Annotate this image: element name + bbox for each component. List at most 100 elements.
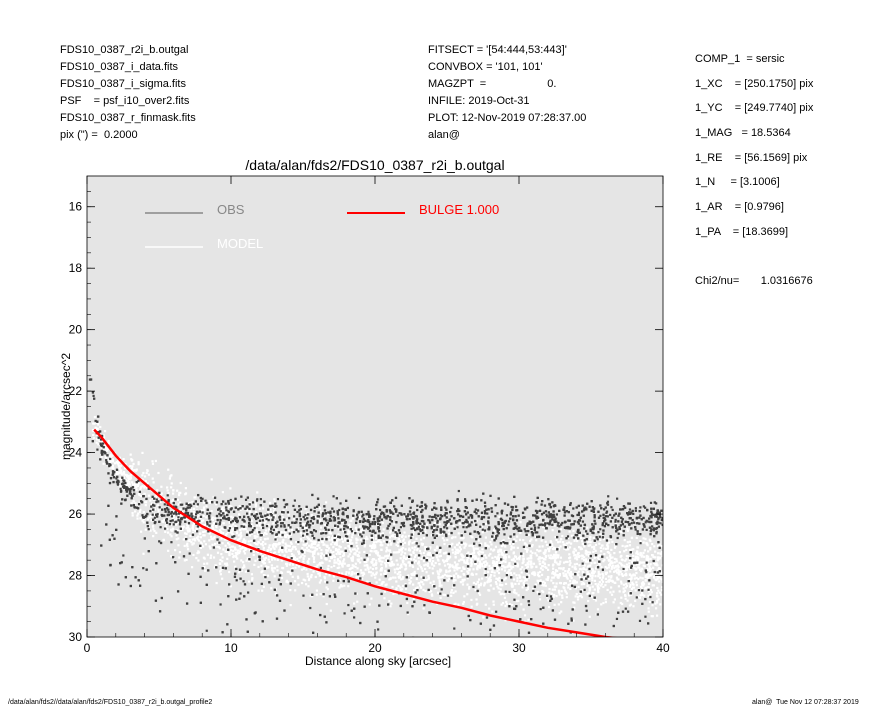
model-point	[513, 560, 517, 563]
model-point	[267, 523, 270, 527]
obs-point	[99, 438, 103, 441]
model-point	[336, 549, 339, 552]
model-point	[285, 550, 288, 553]
model-point	[401, 546, 405, 549]
model-point	[576, 553, 579, 556]
model-point	[186, 529, 189, 532]
model-point	[440, 569, 443, 572]
model-point	[310, 573, 313, 577]
model-point	[304, 507, 307, 510]
obs-point	[265, 517, 268, 521]
model-point	[504, 582, 508, 586]
obs-point	[235, 579, 238, 582]
model-point	[388, 564, 391, 567]
model-point	[471, 536, 474, 539]
model-point	[275, 529, 278, 532]
model-point	[392, 551, 396, 554]
model-point	[338, 552, 341, 555]
model-point	[371, 545, 374, 548]
model-point	[430, 554, 433, 557]
model-point	[514, 564, 517, 567]
obs-point	[549, 543, 552, 546]
model-point	[111, 458, 114, 461]
model-point	[331, 514, 334, 517]
model-point	[287, 544, 290, 547]
model-point	[436, 570, 439, 573]
model-point	[118, 456, 121, 459]
obs-point	[421, 528, 424, 532]
model-point	[151, 524, 155, 528]
model-point	[458, 511, 461, 514]
obs-point	[244, 498, 248, 501]
model-point	[552, 567, 555, 570]
model-point	[111, 466, 114, 470]
model-point	[273, 498, 276, 501]
model-point	[211, 516, 214, 519]
model-point	[307, 585, 310, 588]
model-point	[533, 573, 536, 576]
model-point	[226, 557, 229, 560]
obs-point	[339, 528, 342, 531]
model-point	[302, 557, 305, 561]
model-point	[358, 525, 362, 528]
model-point	[479, 584, 482, 587]
model-point	[532, 562, 536, 565]
model-point	[401, 577, 404, 580]
model-point	[549, 546, 552, 549]
model-point	[457, 551, 460, 554]
model-point	[127, 477, 130, 480]
model-point	[517, 594, 520, 597]
model-point	[613, 598, 616, 601]
model-point	[586, 526, 589, 529]
model-point	[651, 573, 654, 576]
model-point	[600, 566, 603, 569]
model-point	[626, 544, 629, 548]
model-point	[463, 595, 466, 598]
model-point	[541, 565, 545, 568]
model-point	[420, 567, 423, 570]
model-point	[475, 519, 478, 522]
model-point	[555, 594, 558, 598]
model-point	[581, 589, 584, 592]
model-point	[420, 525, 423, 528]
model-point	[341, 520, 344, 524]
model-point	[451, 548, 454, 551]
model-point	[224, 534, 227, 537]
model-point	[385, 546, 388, 549]
model-point	[551, 576, 554, 579]
obs-point	[379, 523, 382, 526]
model-point	[220, 521, 223, 525]
model-point	[494, 545, 498, 548]
obs-point	[465, 518, 468, 521]
model-point	[305, 535, 309, 538]
model-point	[567, 536, 570, 539]
obs-point	[540, 523, 543, 526]
model-point	[637, 566, 640, 569]
model-point	[385, 565, 388, 568]
model-point	[194, 518, 198, 521]
model-point	[551, 543, 554, 546]
model-point	[529, 561, 532, 564]
model-point	[527, 576, 530, 579]
model-point	[584, 575, 588, 578]
model-point	[323, 580, 327, 583]
model-point	[498, 548, 502, 551]
model-point	[551, 588, 554, 591]
model-point	[230, 545, 233, 548]
model-point	[174, 549, 177, 552]
model-point	[587, 573, 590, 576]
model-point	[242, 546, 246, 549]
model-point	[418, 564, 421, 567]
model-point	[516, 546, 519, 549]
model-point	[424, 555, 427, 558]
model-point	[460, 522, 463, 525]
model-point	[237, 571, 241, 574]
model-point	[614, 581, 617, 584]
model-point	[319, 526, 323, 529]
model-point	[381, 521, 384, 525]
model-point	[634, 599, 637, 603]
model-point	[492, 587, 495, 590]
model-point	[470, 564, 473, 567]
model-point	[501, 601, 505, 605]
model-point	[519, 538, 522, 541]
